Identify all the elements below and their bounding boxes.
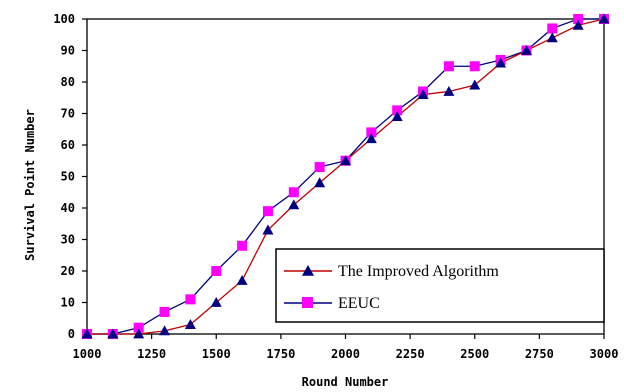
y-tick-label: 10 [61, 296, 75, 310]
data-point-improved [495, 57, 507, 68]
x-tick-label: 1750 [266, 347, 295, 361]
y-tick-label: 0 [68, 327, 75, 341]
data-point-improved [184, 319, 196, 329]
data-point-eeuc [185, 294, 196, 305]
x-tick-label: 1500 [202, 347, 231, 361]
data-point-improved [81, 328, 93, 339]
data-point-eeuc [237, 240, 248, 251]
legend-marker-eeuc [302, 297, 313, 308]
legend-marker-improved [302, 265, 314, 276]
y-tick-label: 70 [61, 107, 75, 121]
legend: The Improved Algorithm EEUC [275, 248, 605, 323]
data-point-eeuc [211, 266, 222, 276]
data-point-eeuc [573, 14, 584, 24]
y-tick-label: 100 [53, 12, 75, 26]
data-point-eeuc [159, 306, 170, 317]
data-point-eeuc [262, 206, 273, 217]
data-point-improved [469, 79, 481, 90]
y-axis: 0 10 20 30 40 50 60 70 80 90 100 [53, 12, 87, 341]
y-tick-label: 30 [61, 233, 75, 247]
legend-label-improved: The Improved Algorithm [338, 263, 499, 280]
y-tick-label: 40 [61, 201, 75, 215]
legend-box [275, 248, 605, 323]
data-point-eeuc [366, 127, 377, 138]
data-point-improved [236, 274, 248, 285]
x-tick-label: 2250 [396, 347, 425, 361]
data-point-improved [210, 297, 222, 307]
data-point-improved [443, 85, 455, 96]
x-axis: 1000 1250 1500 1750 2000 2250 2500 2750 3000 [73, 334, 619, 361]
y-tick-label: 60 [61, 138, 75, 152]
data-point-improved [572, 19, 584, 30]
data-point-improved [391, 111, 403, 122]
x-tick-label: 2500 [460, 347, 489, 361]
legend-label-eeuc: EEUC [338, 295, 380, 312]
data-point-improved [340, 155, 351, 166]
series-layer [81, 13, 610, 339]
data-point-eeuc [133, 322, 144, 333]
x-tick-label: 1000 [73, 347, 102, 361]
x-axis-label: Round Number [302, 375, 389, 389]
y-tick-label: 50 [61, 170, 75, 184]
data-point-improved [417, 89, 429, 99]
data-point-improved [262, 224, 274, 235]
y-tick-label: 90 [61, 44, 75, 58]
data-point-improved [546, 32, 558, 43]
data-point-eeuc [469, 61, 480, 72]
y-axis-label: Survival Point Number [23, 109, 37, 261]
data-point-eeuc [314, 162, 325, 173]
data-point-eeuc [392, 105, 403, 116]
x-tick-label: 2000 [331, 347, 360, 361]
x-tick-label: 3000 [590, 347, 619, 361]
data-point-improved [365, 133, 377, 144]
y-tick-label: 20 [61, 264, 75, 278]
data-point-eeuc [443, 61, 454, 72]
data-point-improved [520, 45, 532, 55]
data-point-improved [159, 325, 171, 336]
data-point-eeuc [547, 23, 558, 34]
data-point-improved [288, 199, 300, 210]
data-point-eeuc [288, 187, 299, 198]
data-point-improved [107, 328, 119, 339]
y-tick-label: 80 [61, 75, 75, 89]
data-point-improved [314, 177, 326, 188]
x-tick-label: 2750 [525, 347, 554, 361]
data-point-improved [598, 13, 610, 24]
data-point-improved [133, 328, 145, 339]
x-tick-label: 1250 [137, 347, 166, 361]
